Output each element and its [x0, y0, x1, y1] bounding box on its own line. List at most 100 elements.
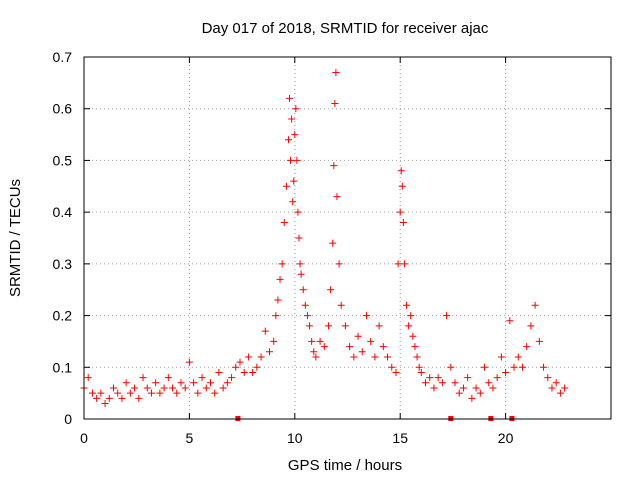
- data-point: [489, 384, 497, 392]
- data-point: [274, 296, 282, 304]
- data-point: [527, 322, 535, 330]
- data-point: [152, 379, 160, 387]
- data-point: [97, 389, 105, 397]
- data-point: [472, 384, 480, 392]
- data-point: [409, 332, 417, 340]
- data-point: [198, 374, 206, 382]
- data-point: [278, 260, 286, 268]
- data-point: [552, 379, 560, 387]
- data-point: [290, 177, 298, 185]
- data-point: [438, 379, 446, 387]
- x-tick-label: 15: [392, 430, 408, 446]
- data-point: [236, 358, 244, 366]
- data-point: [561, 384, 569, 392]
- data-point: [396, 208, 404, 216]
- data-point: [476, 389, 484, 397]
- data-point: [358, 348, 366, 356]
- data-point: [206, 379, 214, 387]
- data-point: [261, 327, 269, 335]
- data-point: [407, 312, 415, 320]
- data-point: [292, 105, 300, 113]
- data-point: [497, 353, 505, 361]
- data-point: [297, 270, 305, 278]
- data-point: [202, 384, 210, 392]
- grid: [84, 57, 611, 419]
- data-point: [544, 374, 552, 382]
- data-point: [295, 234, 303, 242]
- data-point: [379, 343, 387, 351]
- data-point: [306, 322, 314, 330]
- axis-ticks: 0 0.1 0.2 0.3 0.4 0.5 0.6 0.7 0 5 10 15 20: [53, 49, 611, 446]
- data-point: [325, 322, 333, 330]
- data-point: [244, 353, 252, 361]
- data-point: [485, 379, 493, 387]
- x-tick-label: 10: [287, 430, 303, 446]
- y-tick-label: 0.5: [53, 152, 73, 168]
- y-tick-label: 0.2: [53, 308, 73, 324]
- data-point: [294, 208, 302, 216]
- y-tick-label: 0: [64, 411, 72, 427]
- data-point: [173, 389, 181, 397]
- data-point: [518, 363, 526, 371]
- data-point: [375, 322, 383, 330]
- data-point: [335, 260, 343, 268]
- data-point: [240, 368, 248, 376]
- data-point: [316, 337, 324, 345]
- x-axis-label: GPS time / hours: [288, 457, 402, 474]
- data-point: [131, 384, 139, 392]
- data-point: [426, 374, 434, 382]
- data-point: [177, 379, 185, 387]
- data-point: [337, 301, 345, 309]
- data-point: [403, 301, 411, 309]
- data-point: [156, 389, 164, 397]
- y-tick-label: 0.4: [53, 204, 73, 220]
- data-point: [296, 260, 304, 268]
- data-point: [270, 337, 278, 345]
- data-point: [384, 353, 392, 361]
- data-point: [493, 374, 501, 382]
- data-point: [288, 115, 296, 123]
- data-point: [287, 156, 295, 164]
- data-point: [455, 389, 463, 397]
- data-point: [181, 384, 189, 392]
- data-point: [160, 384, 168, 392]
- data-point: [101, 399, 109, 407]
- data-point: [286, 94, 294, 102]
- data-point: [481, 363, 489, 371]
- data-point: [110, 384, 118, 392]
- data-point: [272, 312, 280, 320]
- y-axis-label: SRMTID / TECUs: [7, 179, 24, 297]
- data-point: [215, 368, 223, 376]
- data-point: [329, 239, 337, 247]
- data-point: [211, 389, 219, 397]
- data-point: [327, 286, 335, 294]
- data-point: [228, 374, 236, 382]
- data-point: [430, 384, 438, 392]
- data-point: [84, 374, 92, 382]
- data-point: [346, 343, 354, 351]
- data-point: [190, 379, 198, 387]
- x-tick-label: 0: [80, 430, 88, 446]
- data-point: [397, 167, 405, 175]
- data-point: [413, 353, 421, 361]
- data-point: [535, 337, 543, 345]
- data-point: [303, 312, 311, 320]
- data-point: [253, 363, 261, 371]
- data-point: [411, 343, 419, 351]
- data-point: [415, 363, 423, 371]
- data-point: [118, 394, 126, 402]
- data-point: [232, 363, 240, 371]
- data-point: [332, 69, 340, 77]
- plot-frame: [83, 56, 612, 420]
- data-point: [331, 100, 339, 108]
- y-tick-label: 0.7: [53, 49, 73, 65]
- data-points: [80, 69, 569, 407]
- data-point: [502, 368, 510, 376]
- data-point: [93, 394, 101, 402]
- data-point: [276, 275, 284, 283]
- data-point: [443, 312, 451, 320]
- y-tick-label: 0.1: [53, 359, 73, 375]
- data-point: [194, 389, 202, 397]
- data-point: [451, 379, 459, 387]
- data-point: [266, 348, 274, 356]
